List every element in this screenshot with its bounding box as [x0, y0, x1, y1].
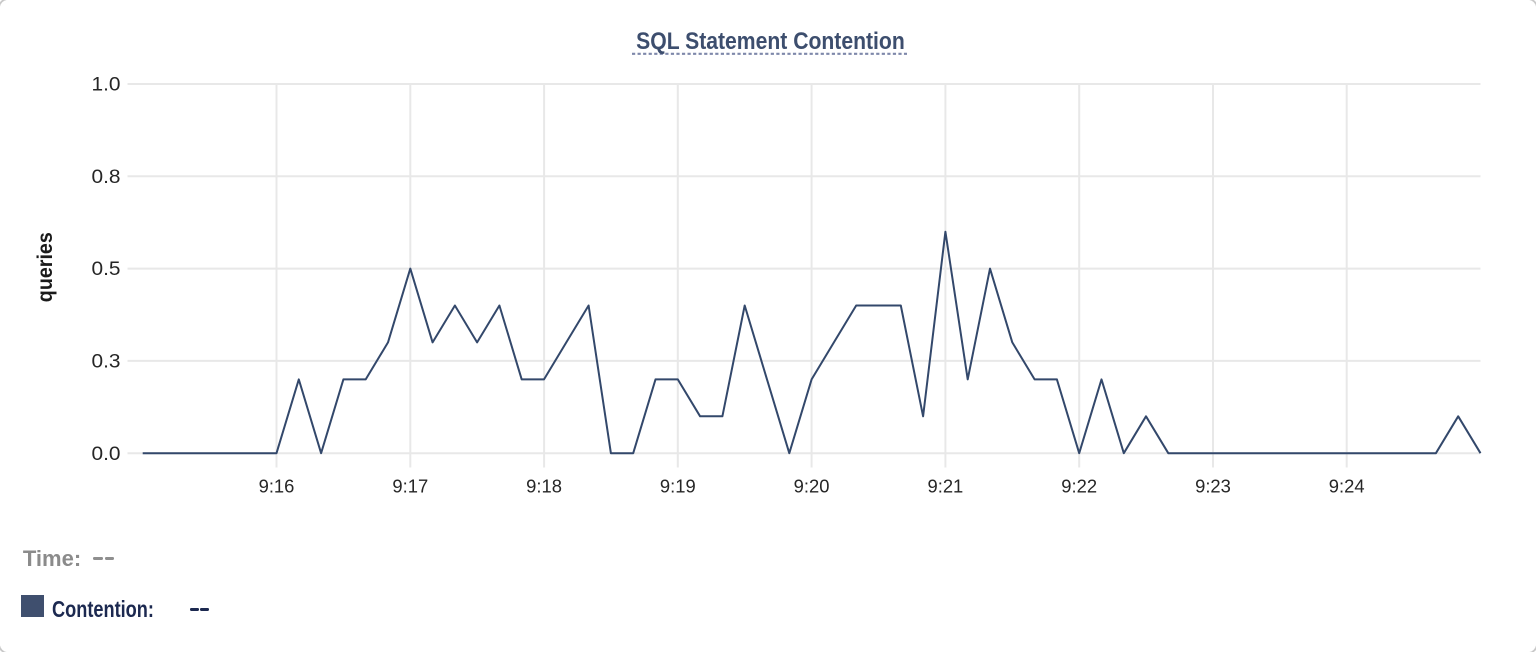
svg-text:0.8: 0.8 [92, 167, 121, 188]
svg-text:0.5: 0.5 [92, 259, 121, 280]
svg-text:1.0: 1.0 [92, 75, 121, 96]
svg-text:0.0: 0.0 [92, 444, 121, 465]
svg-text:9:24: 9:24 [1329, 477, 1365, 497]
svg-text:9:22: 9:22 [1061, 477, 1097, 497]
svg-text:9:16: 9:16 [259, 477, 295, 497]
svg-text:0.3: 0.3 [92, 352, 121, 373]
svg-text:queries: queries [34, 232, 57, 302]
svg-text:9:20: 9:20 [794, 477, 830, 497]
svg-text:9:17: 9:17 [392, 477, 428, 497]
svg-text:9:21: 9:21 [928, 477, 964, 497]
svg-text:9:23: 9:23 [1195, 477, 1231, 497]
svg-text:9:19: 9:19 [660, 477, 696, 497]
svg-text:9:18: 9:18 [526, 477, 562, 497]
